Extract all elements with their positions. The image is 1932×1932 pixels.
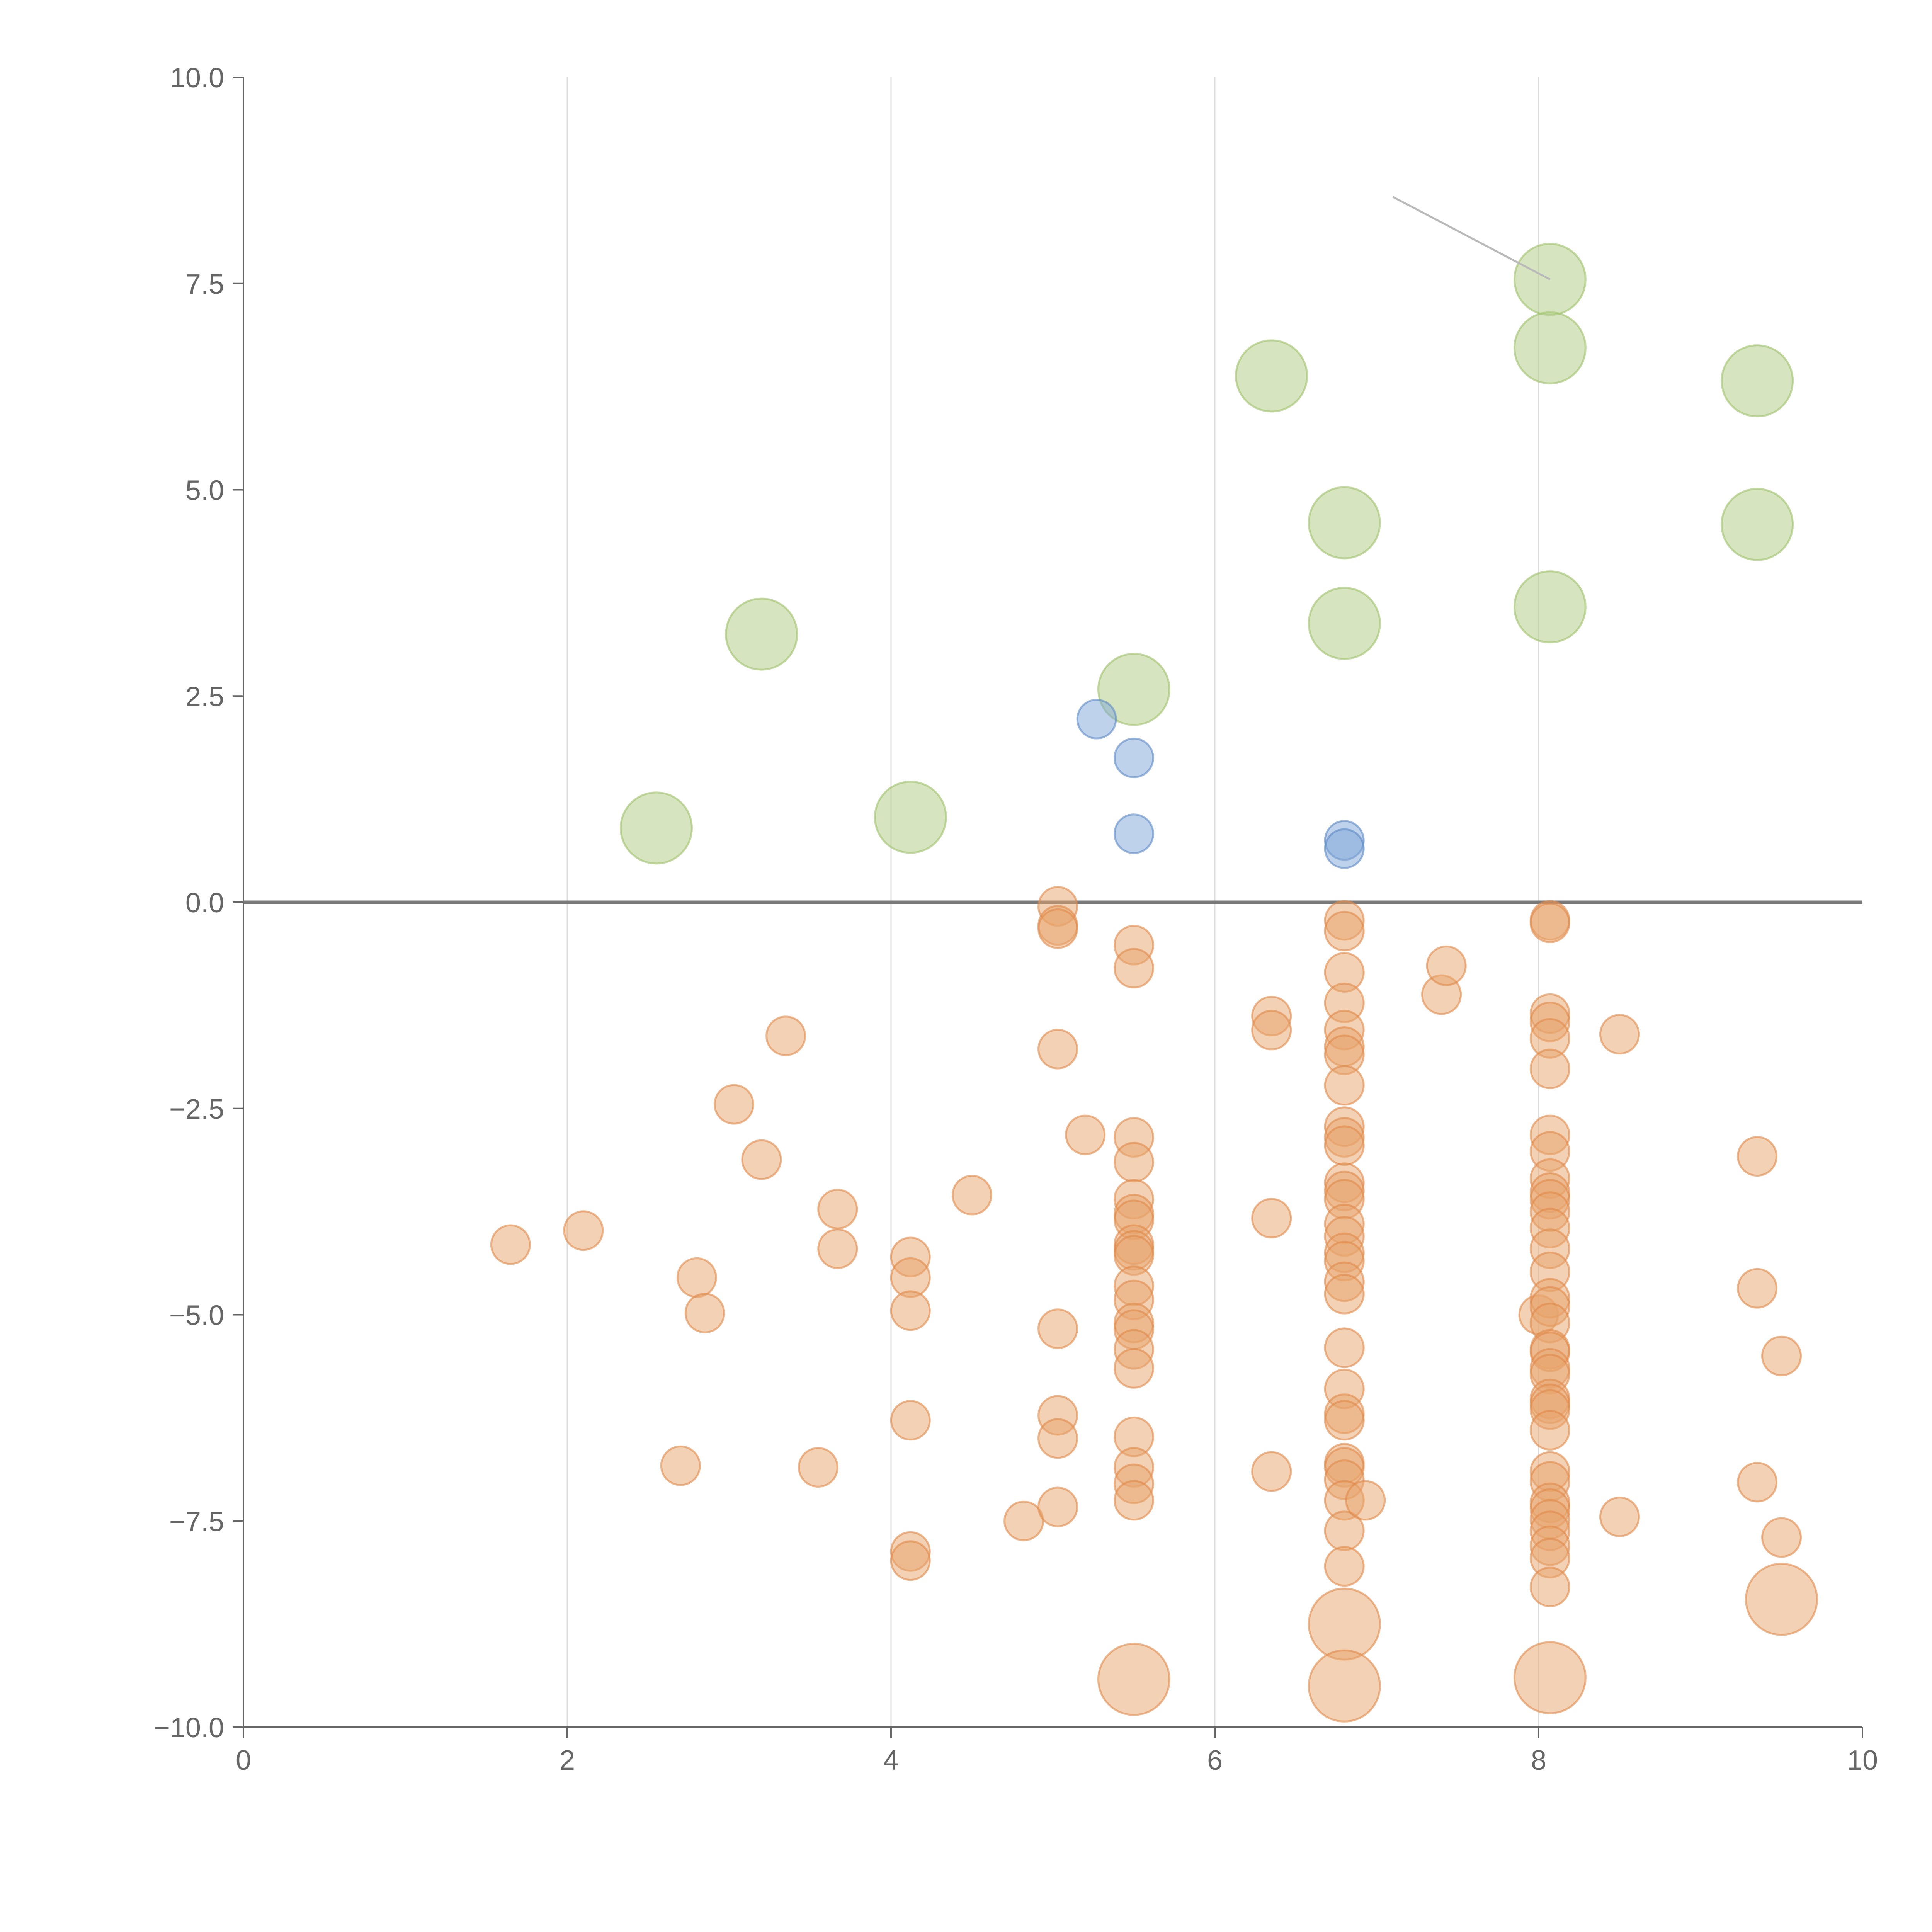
orange-small-point	[1529, 1410, 1570, 1451]
orange-small-point	[765, 1015, 806, 1056]
green-large-point	[1513, 570, 1587, 644]
y-tick-label: −2.5	[169, 1094, 224, 1125]
orange-small-point	[798, 1447, 838, 1488]
orange-small-point	[1599, 1014, 1640, 1055]
orange-small-point	[1324, 1327, 1365, 1368]
orange-small-point	[1037, 1418, 1078, 1459]
orange-small-point	[660, 1445, 701, 1486]
orange-small-point	[817, 1189, 858, 1230]
orange-small-point	[1037, 1486, 1078, 1527]
y-tick-label: −7.5	[169, 1506, 224, 1537]
y-tick-label: −10.0	[154, 1713, 224, 1743]
orange-small-point	[741, 1139, 782, 1180]
orange-small-point	[1761, 1517, 1802, 1558]
x-tick-label: 10	[1847, 1745, 1878, 1776]
orange-small-point	[890, 1290, 931, 1331]
y-tick-label: 7.5	[185, 269, 224, 300]
orange-large-point	[1308, 1649, 1381, 1723]
y-tick-label: 0.0	[185, 888, 224, 918]
orange-small-point	[1529, 1566, 1570, 1607]
orange-small-point	[563, 1210, 604, 1251]
green-large-point	[1513, 311, 1587, 384]
orange-small-point	[1065, 1114, 1106, 1155]
points-layer	[490, 243, 1818, 1723]
green-large-point	[1097, 653, 1170, 726]
annotation-leader-line	[1392, 196, 1551, 281]
x-tick-label: 0	[236, 1745, 251, 1776]
orange-small-point	[1599, 1497, 1640, 1537]
orange-small-point	[1037, 1029, 1078, 1070]
blue-small-point	[1324, 828, 1365, 869]
blue-small-point	[1076, 699, 1117, 740]
orange-small-point	[684, 1293, 725, 1333]
green-large-point	[1721, 488, 1794, 561]
orange-large-point	[1745, 1563, 1818, 1636]
y-tick-label: 10.0	[170, 63, 224, 94]
y-tick-label: 2.5	[185, 681, 224, 712]
orange-small-point	[1529, 902, 1570, 943]
orange-small-point	[1426, 945, 1467, 986]
orange-small-point	[1114, 1142, 1154, 1183]
x-tick-label: 4	[883, 1745, 899, 1776]
orange-small-point	[1324, 1546, 1365, 1587]
orange-small-point	[1324, 1065, 1365, 1106]
orange-large-point	[1097, 1643, 1170, 1716]
y-tick-label: 5.0	[185, 475, 224, 506]
orange-small-point	[1324, 1400, 1365, 1441]
orange-small-point	[1324, 1274, 1365, 1315]
annotation-layer	[1392, 196, 1551, 281]
x-tick-label: 2	[560, 1745, 575, 1776]
orange-small-point	[817, 1228, 858, 1269]
orange-large-point	[1308, 1587, 1381, 1661]
orange-small-point	[1737, 1268, 1778, 1309]
green-large-point	[619, 791, 693, 865]
orange-small-point	[1529, 1048, 1570, 1089]
orange-small-point	[1037, 908, 1078, 949]
blue-small-point	[1114, 813, 1154, 854]
orange-small-point	[1003, 1500, 1044, 1541]
orange-small-point	[1251, 1198, 1292, 1239]
y-tick-label: −5.0	[169, 1300, 224, 1331]
orange-small-point	[1345, 1480, 1386, 1521]
x-tick-label: 6	[1207, 1745, 1223, 1776]
orange-small-point	[1324, 911, 1365, 952]
orange-small-point	[1114, 948, 1154, 989]
orange-small-point	[1324, 1125, 1365, 1166]
green-large-point	[1235, 339, 1308, 413]
orange-small-point	[1251, 1010, 1292, 1051]
orange-small-point	[1737, 1136, 1778, 1177]
green-large-point	[874, 781, 947, 854]
orange-small-point	[1114, 1348, 1154, 1389]
orange-small-point	[676, 1257, 717, 1298]
x-tick-label: 8	[1531, 1745, 1546, 1776]
orange-small-point	[1037, 1308, 1078, 1349]
orange-small-point	[714, 1084, 755, 1125]
orange-small-point	[1737, 1462, 1778, 1503]
green-large-point	[1308, 587, 1381, 660]
green-large-point	[725, 597, 798, 671]
orange-small-point	[890, 1540, 931, 1581]
green-large-point	[1308, 486, 1381, 560]
blue-small-point	[1114, 737, 1154, 778]
green-large-point	[1721, 344, 1794, 418]
orange-small-point	[490, 1224, 531, 1265]
axis-layer: 0 2 4 6 8 10 10.0 7.5 5.0 2.5 0.0 −2.5 −5.0 −7.5 −10.0	[154, 63, 1878, 1776]
orange-small-point	[1114, 1480, 1154, 1521]
orange-small-point	[890, 1400, 931, 1441]
orange-large-point	[1513, 1641, 1587, 1714]
orange-small-point	[1761, 1335, 1802, 1376]
orange-small-point	[952, 1175, 992, 1216]
orange-small-point	[1251, 1451, 1292, 1492]
